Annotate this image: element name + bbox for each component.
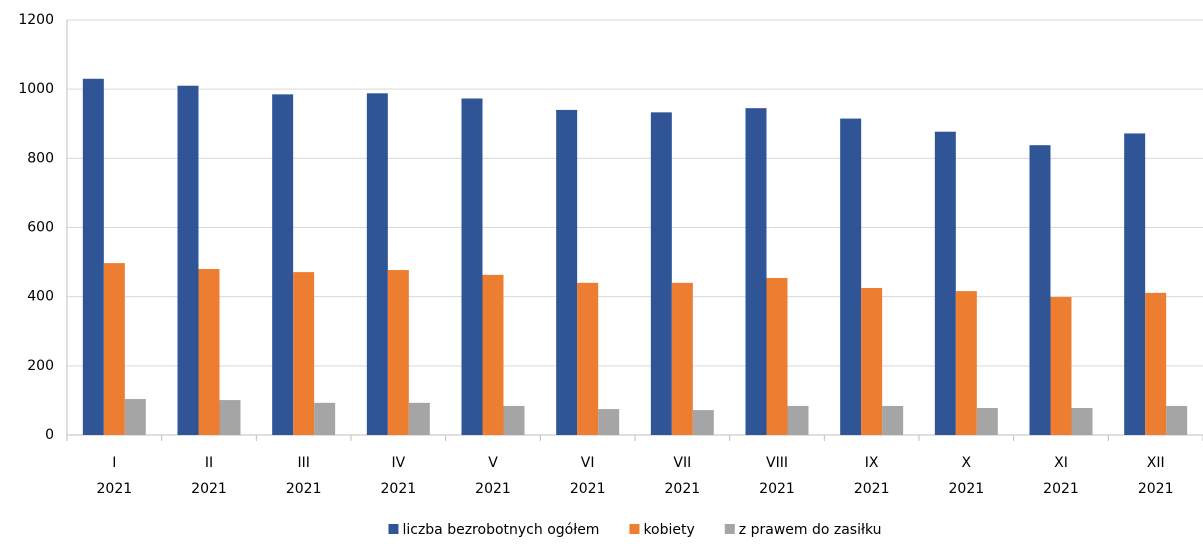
bar xyxy=(1050,297,1072,435)
bar xyxy=(124,399,146,435)
bar xyxy=(882,405,904,435)
x-tick-label: III xyxy=(297,455,309,471)
bar xyxy=(577,282,599,435)
bar xyxy=(408,402,430,435)
x-tick-label: II xyxy=(205,455,213,471)
bar xyxy=(103,263,125,435)
bar xyxy=(745,108,767,435)
y-tick-label: 800 xyxy=(27,150,54,166)
x-tick-label: XII xyxy=(1147,455,1165,471)
bar xyxy=(82,78,104,436)
bar xyxy=(598,409,620,435)
legend-swatch xyxy=(388,524,399,534)
x-tick-label: IX xyxy=(865,455,879,471)
x-tick-label: VIII xyxy=(766,455,788,471)
x-tick-label: 2021 xyxy=(1138,481,1174,497)
x-tick-label: VI xyxy=(581,455,595,471)
y-tick-label: 1000 xyxy=(18,81,54,97)
bar xyxy=(840,118,862,435)
y-tick-label: 1200 xyxy=(18,12,54,28)
bar xyxy=(482,274,504,435)
bar xyxy=(1029,145,1051,436)
bar xyxy=(293,272,315,435)
legend-label: z prawem do zasiłku xyxy=(739,522,882,538)
bar xyxy=(671,282,693,435)
x-tick-label: 2021 xyxy=(191,481,227,497)
bar xyxy=(272,94,294,436)
bar xyxy=(692,410,714,435)
x-tick-label: 2021 xyxy=(1043,481,1079,497)
bar xyxy=(787,405,809,435)
legend-swatch xyxy=(629,524,640,534)
y-tick-label: 0 xyxy=(45,427,54,443)
x-tick-label: 2021 xyxy=(854,481,890,497)
x-tick-label: VII xyxy=(673,455,691,471)
bar xyxy=(1071,408,1093,435)
bar xyxy=(387,270,409,435)
bar xyxy=(556,109,578,436)
bar xyxy=(955,291,977,435)
x-tick-label: 2021 xyxy=(475,481,511,497)
y-tick-label: 200 xyxy=(27,358,54,374)
x-tick-label: XI xyxy=(1054,455,1068,471)
bar xyxy=(461,98,483,436)
x-tick-label: 2021 xyxy=(286,481,322,497)
x-tick-label: I xyxy=(112,455,116,471)
legend-label: kobiety xyxy=(643,522,694,538)
x-tick-label: V xyxy=(488,455,498,471)
bar xyxy=(650,112,672,436)
bar xyxy=(1124,133,1146,435)
bar xyxy=(219,400,241,435)
bar xyxy=(314,402,336,435)
x-tick-label: 2021 xyxy=(381,481,417,497)
x-tick-label: 2021 xyxy=(665,481,701,497)
bar xyxy=(934,131,956,435)
legend-swatch xyxy=(724,524,735,534)
bar xyxy=(861,288,883,435)
x-tick-label: 2021 xyxy=(759,481,795,497)
x-tick-label: X xyxy=(962,455,972,471)
bar xyxy=(976,408,998,435)
y-tick-label: 400 xyxy=(27,289,54,305)
bar xyxy=(766,277,788,435)
legend-label: liczba bezrobotnych ogółem xyxy=(402,522,599,538)
x-tick-label: 2021 xyxy=(949,481,985,497)
bar xyxy=(503,405,525,435)
x-tick-label: 2021 xyxy=(570,481,606,497)
bar xyxy=(1145,292,1167,435)
bar xyxy=(1166,405,1188,435)
bar xyxy=(198,269,220,435)
x-tick-label: IV xyxy=(391,455,405,471)
bar xyxy=(177,85,199,435)
bar xyxy=(366,93,388,436)
y-tick-label: 600 xyxy=(27,220,54,236)
x-tick-label: 2021 xyxy=(97,481,133,497)
